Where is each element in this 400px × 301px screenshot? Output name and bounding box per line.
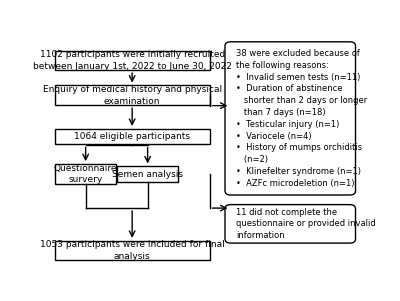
FancyBboxPatch shape (225, 42, 356, 195)
FancyBboxPatch shape (55, 85, 210, 105)
Text: Questionnaire
survery: Questionnaire survery (54, 164, 118, 185)
FancyBboxPatch shape (118, 166, 178, 182)
Text: 38 were excluded because of
the following reasons:
•  Invalid semen tests (n=11): 38 were excluded because of the followin… (236, 49, 368, 188)
Text: 11 did not complete the
questionnaire or provided invalid
information: 11 did not complete the questionnaire or… (236, 208, 376, 240)
FancyBboxPatch shape (55, 241, 210, 260)
Text: Enquiry of medical history and physical
examination: Enquiry of medical history and physical … (42, 85, 222, 106)
Text: Semen analysis: Semen analysis (112, 169, 183, 178)
FancyBboxPatch shape (56, 164, 116, 184)
FancyBboxPatch shape (225, 205, 356, 243)
Text: 1064 eligible participants: 1064 eligible participants (74, 132, 190, 141)
Text: 1053 participants were included for final
analysis: 1053 participants were included for fina… (40, 240, 224, 261)
FancyBboxPatch shape (55, 129, 210, 144)
FancyBboxPatch shape (55, 51, 210, 70)
Text: 1102 participants were initially recruited
between January 1st, 2022 to June 30,: 1102 participants were initially recruit… (33, 50, 232, 71)
